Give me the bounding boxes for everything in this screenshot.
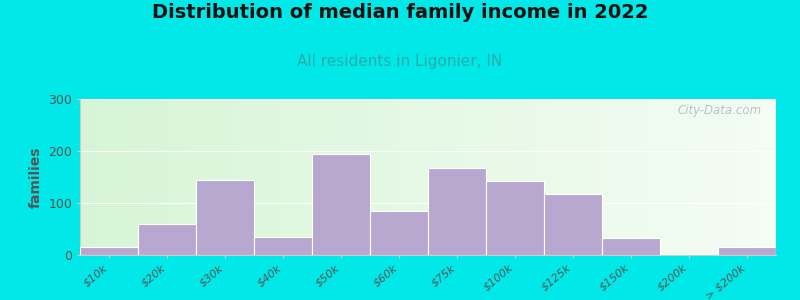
Text: City-Data.com: City-Data.com — [678, 104, 762, 117]
Bar — [718, 247, 776, 255]
Bar — [138, 224, 196, 255]
Bar — [370, 211, 428, 255]
Bar — [80, 247, 138, 255]
Text: All residents in Ligonier, IN: All residents in Ligonier, IN — [298, 54, 502, 69]
Bar — [254, 237, 312, 255]
Y-axis label: families: families — [29, 146, 43, 208]
Bar — [196, 180, 254, 255]
Text: Distribution of median family income in 2022: Distribution of median family income in … — [152, 3, 648, 22]
Bar — [486, 181, 544, 255]
Bar — [428, 168, 486, 255]
Bar — [602, 238, 660, 255]
Bar — [544, 194, 602, 255]
Bar — [312, 154, 370, 255]
